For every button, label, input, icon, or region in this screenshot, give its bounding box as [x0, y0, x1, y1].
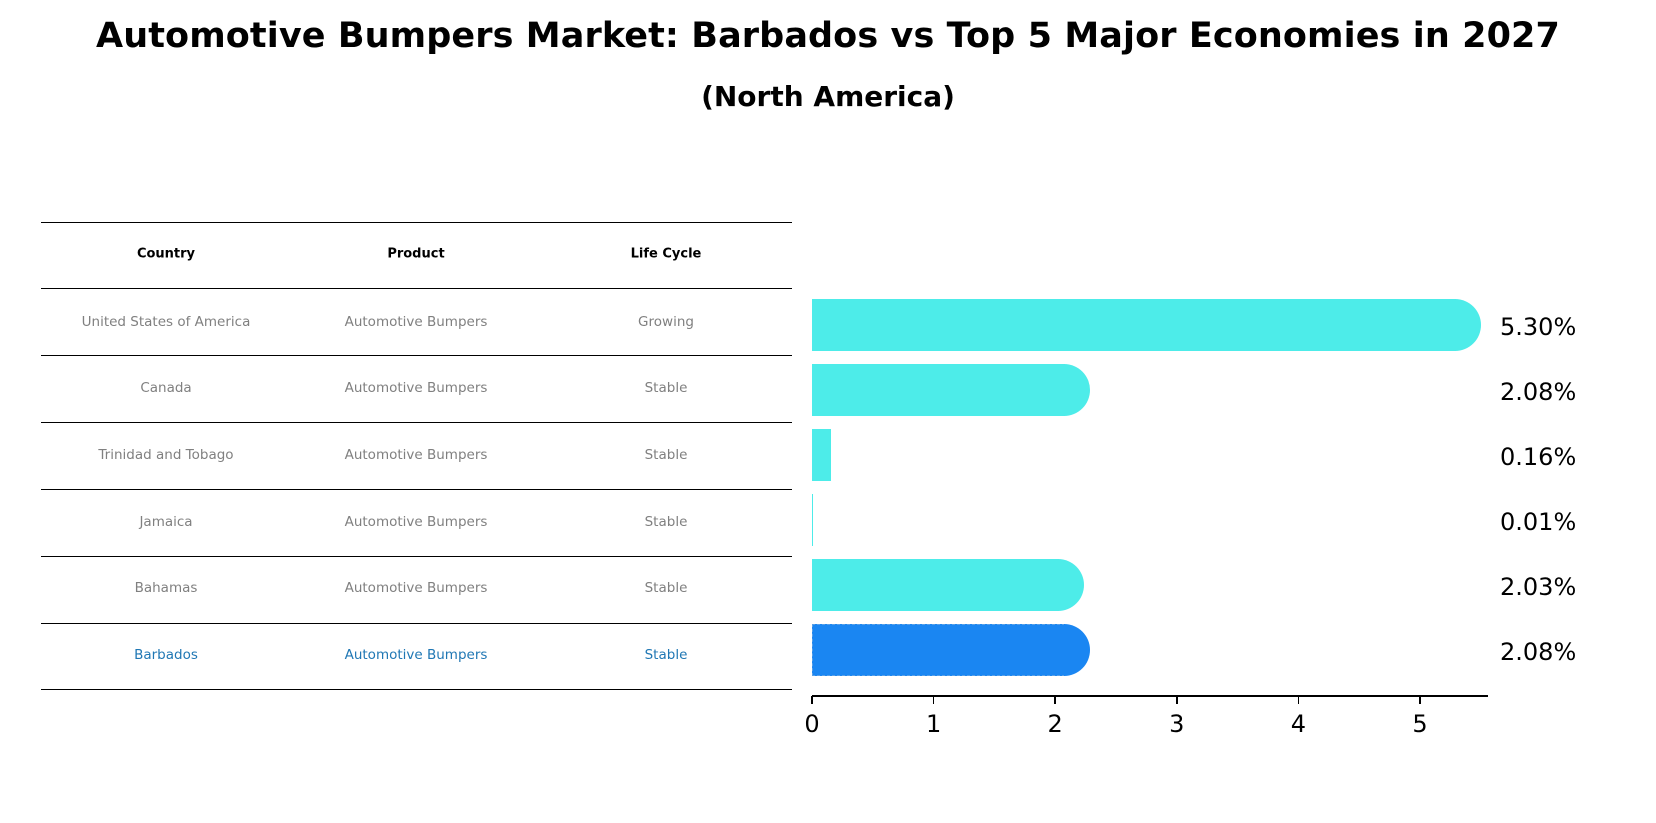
bar-body — [812, 624, 1065, 676]
bar-rounded-cap — [1455, 299, 1482, 351]
bar-body — [812, 364, 1065, 416]
cell-country: Jamaica — [139, 514, 193, 530]
chart-title: Automotive Bumpers Market: Barbados vs T… — [96, 16, 1560, 56]
x-tick-mark — [1419, 696, 1421, 704]
cell-life-cycle: Stable — [644, 514, 688, 530]
bar-body — [812, 429, 832, 481]
cell-life-cycle: Stable — [644, 647, 688, 663]
cell-product: Automotive Bumpers — [344, 580, 488, 596]
row-divider — [41, 355, 792, 357]
row-divider — [41, 556, 792, 558]
x-tick-mark — [1054, 696, 1056, 704]
column-header-product: Product — [387, 246, 445, 262]
cell-life-cycle: Growing — [638, 314, 694, 330]
value-label: 2.08% — [1500, 378, 1577, 406]
x-tick-mark — [932, 696, 935, 704]
x-tick-label: 1 — [925, 710, 942, 738]
column-header-life-cycle: Life Cycle — [630, 246, 702, 262]
cell-product: Automotive Bumpers — [344, 514, 488, 530]
value-label: 5.30% — [1500, 313, 1577, 341]
x-tick-mark — [1297, 696, 1300, 704]
x-tick-label: 5 — [1412, 710, 1428, 738]
bar-rounded-cap — [1057, 559, 1084, 611]
chart-subtitle: (North America) — [701, 80, 955, 113]
column-header-country: Country — [136, 246, 196, 262]
x-tick-label: 0 — [804, 710, 820, 738]
cell-country: United States of America — [81, 314, 251, 330]
table-header-rule — [41, 288, 792, 290]
x-axis-line — [812, 695, 1488, 697]
cell-product: Automotive Bumpers — [344, 447, 488, 463]
table-top-rule — [41, 222, 792, 224]
value-label: 0.16% — [1500, 443, 1577, 471]
x-tick-mark — [811, 696, 813, 704]
cell-country: Trinidad and Tobago — [98, 447, 234, 463]
row-divider — [41, 489, 792, 491]
x-tick-label: 3 — [1169, 710, 1185, 738]
cell-life-cycle: Stable — [644, 380, 688, 396]
bar-chart-area — [812, 280, 1492, 700]
cell-product: Automotive Bumpers — [344, 647, 488, 663]
x-tick-mark — [1176, 696, 1178, 704]
bar-body — [812, 559, 1059, 611]
value-label: 2.08% — [1500, 638, 1577, 666]
bar-body — [812, 494, 814, 546]
row-divider — [41, 623, 792, 625]
bar-body — [812, 299, 1457, 351]
value-label: 2.03% — [1500, 573, 1577, 601]
x-tick-label: 2 — [1047, 710, 1063, 738]
value-label: 0.01% — [1500, 508, 1577, 536]
cell-product: Automotive Bumpers — [344, 380, 488, 396]
cell-country: Bahamas — [134, 580, 198, 596]
cell-life-cycle: Stable — [644, 580, 688, 596]
row-divider — [41, 422, 792, 424]
bar-rounded-cap — [1063, 364, 1090, 416]
table-bottom-rule — [41, 689, 792, 691]
x-tick-label: 4 — [1290, 710, 1307, 738]
cell-country: Canada — [140, 380, 192, 396]
bar-rounded-cap — [1063, 624, 1090, 676]
cell-life-cycle: Stable — [644, 447, 688, 463]
cell-product: Automotive Bumpers — [344, 314, 488, 330]
cell-country: Barbados — [134, 647, 198, 663]
